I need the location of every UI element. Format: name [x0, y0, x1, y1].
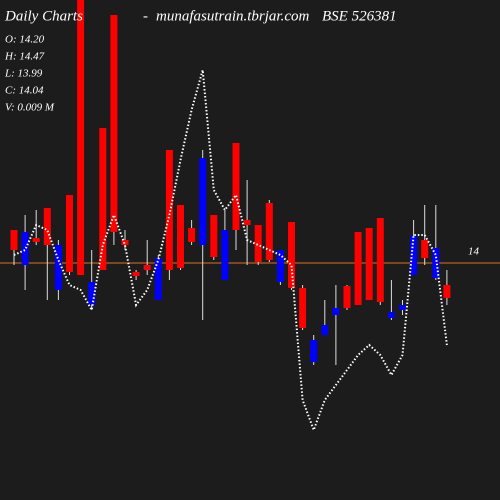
candle-body	[410, 236, 418, 275]
candle-body	[21, 232, 29, 265]
chart-title: Daily Charts	[4, 8, 83, 24]
candle-body	[154, 258, 162, 300]
site: munafasutrain.tbrjar.com	[156, 8, 310, 24]
candle-body	[321, 325, 329, 335]
info-low: L: 13.99	[4, 68, 43, 80]
candle-body	[10, 230, 18, 250]
candle-body	[376, 218, 384, 302]
candle-body	[243, 220, 251, 225]
symbol: BSE 526381	[322, 8, 397, 24]
candle-body	[88, 282, 96, 305]
candle-body	[254, 225, 262, 262]
candle-body	[132, 272, 140, 276]
candle-body	[77, 0, 85, 275]
candle-body	[188, 228, 196, 242]
y-tick-label: 14	[468, 246, 480, 258]
candle-body	[276, 250, 284, 282]
candle-body	[265, 203, 273, 260]
candle-body	[399, 305, 406, 310]
candle-body	[288, 222, 295, 288]
info-close: C: 14.04	[5, 85, 44, 97]
candle-body	[99, 128, 107, 270]
candle-body	[177, 205, 184, 268]
candle-body	[110, 15, 118, 232]
candle-body	[443, 285, 451, 298]
candle-body	[365, 228, 373, 300]
candle-body	[54, 245, 62, 290]
candle-body	[354, 232, 362, 305]
candle-body	[66, 195, 73, 272]
info-volume: V: 0.009 M	[5, 102, 55, 114]
candle-body	[299, 288, 307, 328]
candle-body	[387, 312, 395, 318]
candle-body	[232, 143, 240, 230]
candle-body	[32, 238, 40, 242]
candle-body	[332, 308, 340, 315]
candle-body	[421, 240, 429, 258]
moving-average	[13, 69, 448, 433]
separator: -	[143, 8, 148, 24]
candle-body	[310, 340, 318, 362]
candle-body	[210, 215, 218, 257]
candle-body	[143, 265, 151, 270]
info-high: H: 14.47	[4, 51, 45, 63]
candle-body	[221, 230, 229, 280]
candle-body	[432, 248, 440, 278]
info-open: O: 14.20	[5, 34, 45, 46]
candle-body	[43, 208, 51, 245]
candle-body	[343, 286, 351, 308]
plot-area	[0, 0, 500, 433]
candle-body	[199, 158, 207, 245]
